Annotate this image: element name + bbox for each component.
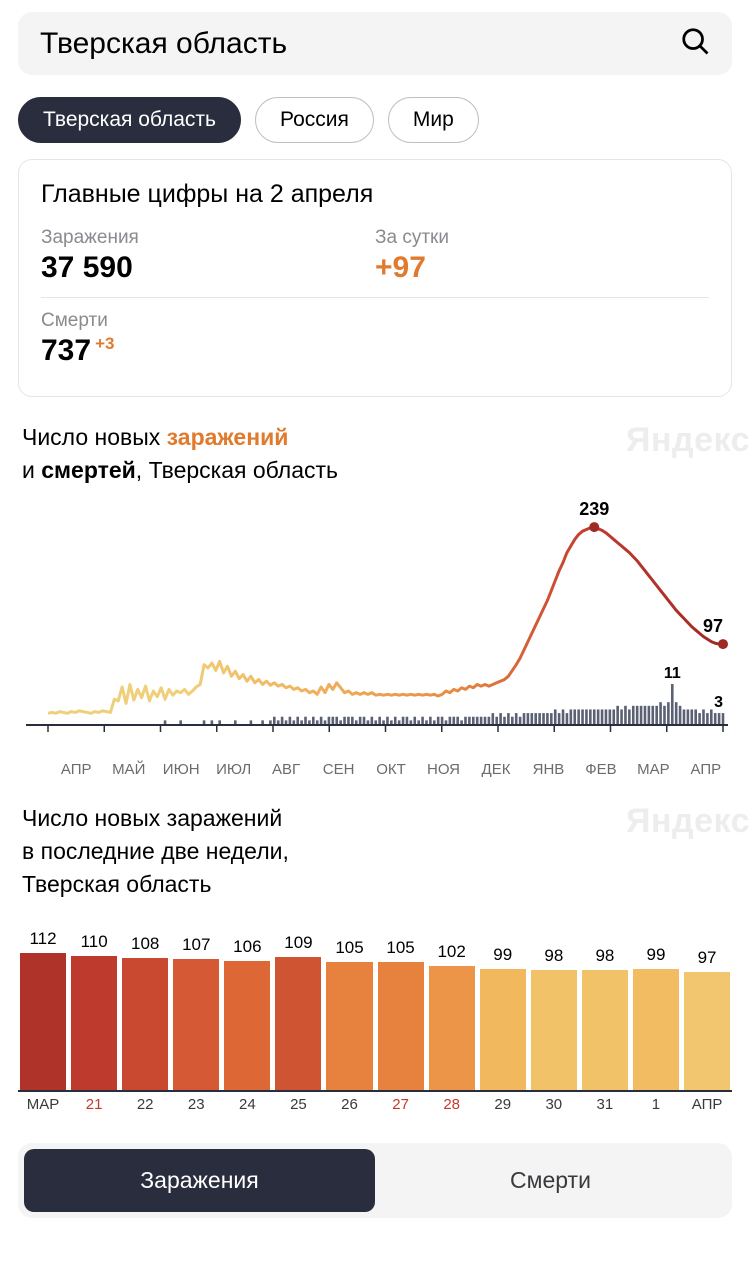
infections-word: заражений [167, 424, 289, 450]
daily-value: +97 [375, 251, 709, 285]
bar-13: 97 [684, 948, 730, 1090]
bar-11: 98 [582, 946, 628, 1089]
deaths-value: 737+3 [41, 334, 709, 368]
svg-text:11: 11 [664, 665, 681, 682]
infections-label: Заражения [41, 227, 375, 249]
card-title: Главные цифры на 2 апреля [41, 180, 709, 209]
stat-daily: За сутки +97 [375, 219, 709, 293]
deaths-value-num: 737 [41, 334, 91, 367]
divider [41, 297, 709, 298]
line-chart-months: АПРМАЙИЮНИЮЛАВГСЕНОКТНОЯДЕКЯНВФЕВМАРАПР [18, 759, 732, 778]
bar-10: 98 [531, 946, 577, 1089]
infections-value: 37 590 [41, 251, 375, 285]
bar-7: 105 [378, 938, 424, 1090]
summary-card: Главные цифры на 2 апреля Заражения 37 5… [18, 159, 732, 397]
chip-1[interactable]: Россия [255, 97, 374, 143]
line-chart-section: Яндекс Число новых заражений и смертей, … [0, 397, 750, 488]
deaths-delta: +3 [95, 334, 114, 353]
bar-5: 109 [275, 933, 321, 1090]
stat-infections: Заражения 37 590 [41, 219, 375, 293]
svg-text:3: 3 [714, 694, 723, 711]
bar-0: 112 [20, 929, 66, 1089]
bottom-tabs: ЗараженияСмерти [18, 1143, 732, 1218]
bar-3: 107 [173, 935, 219, 1089]
bar-6: 105 [326, 938, 372, 1090]
bar-chart-section: Яндекс Число новых заражений в последние… [0, 778, 750, 902]
chip-0[interactable]: Тверская область [18, 97, 241, 143]
chip-2[interactable]: Мир [388, 97, 479, 143]
bottom-tab-0[interactable]: Заражения [24, 1149, 375, 1212]
stat-deaths: Смерти 737+3 [41, 302, 709, 376]
bar-chart-title: Число новых заражений в последние две не… [22, 802, 728, 902]
search-title: Тверская область [40, 27, 680, 61]
bar-1: 110 [71, 932, 117, 1090]
bar-12: 99 [633, 945, 679, 1090]
svg-text:97: 97 [703, 616, 723, 636]
bar-chart-labels: МАР21222324252627282930311АПР [18, 1092, 732, 1113]
daily-label: За сутки [375, 227, 709, 249]
deaths-label: Смерти [41, 310, 709, 332]
svg-text:239: 239 [579, 499, 609, 519]
bar-chart: 1121101081071061091051051029998989997 МА… [18, 922, 732, 1113]
line-chart-title: Число новых заражений и смертей, Тверска… [22, 421, 728, 488]
search-icon[interactable] [680, 26, 710, 61]
bar-2: 108 [122, 934, 168, 1089]
bar-9: 99 [480, 945, 526, 1090]
line-chart: 239 97 11 3 АПРМАЙИЮНИЮЛАВГСЕНОКТНОЯДЕКЯНВФ… [18, 494, 732, 778]
bar-4: 106 [224, 937, 270, 1090]
deaths-word: смертей [41, 457, 136, 483]
search-bar[interactable]: Тверская область [18, 12, 732, 75]
bottom-tab-1[interactable]: Смерти [375, 1149, 726, 1212]
bar-8: 102 [429, 942, 475, 1090]
region-chips: Тверская область Россия Мир [0, 75, 750, 159]
